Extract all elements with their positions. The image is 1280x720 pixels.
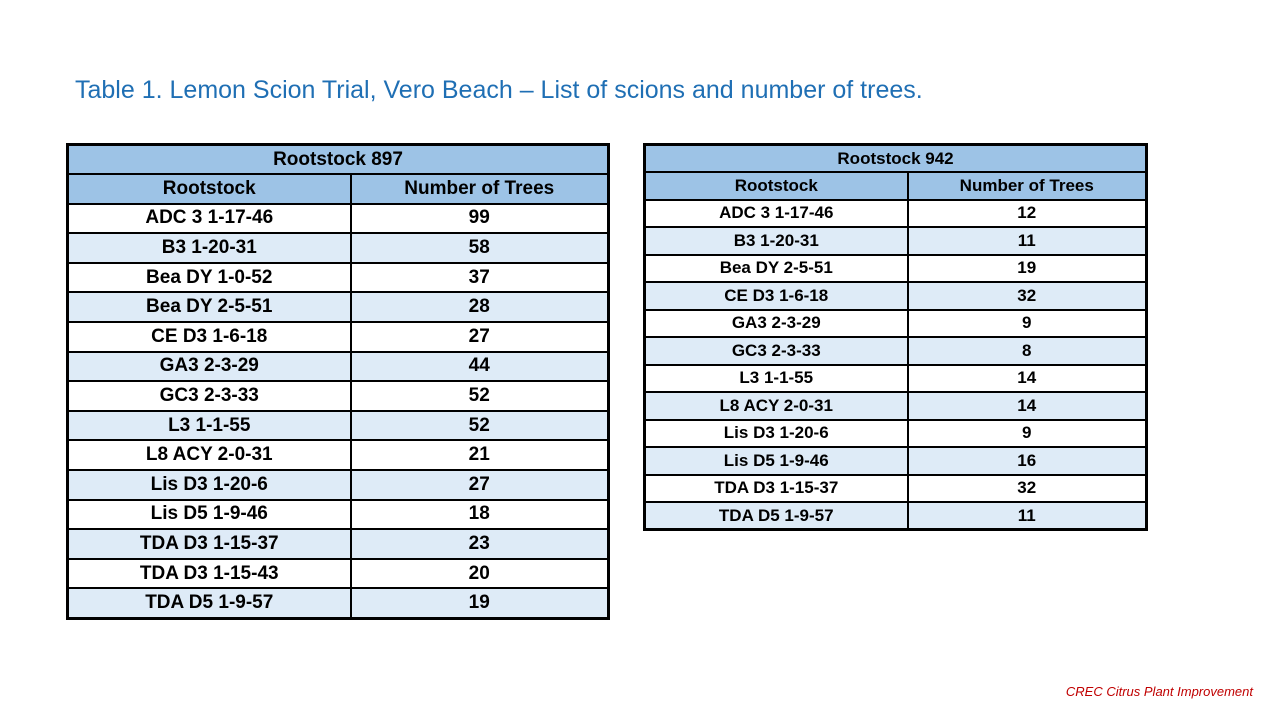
tree-count-cell: 11 xyxy=(906,501,1148,531)
rootstock-cell: TDA D3 1-15-37 xyxy=(643,473,909,503)
rootstock-942-table: Rootstock 942 Rootstock Number of Trees … xyxy=(643,143,1149,531)
rootstock-cell: ADC 3 1-17-46 xyxy=(643,198,909,228)
tree-count-cell: 37 xyxy=(349,261,610,294)
tree-count-cell: 52 xyxy=(349,409,610,442)
table-row: L3 1-1-55 52 xyxy=(66,409,610,442)
table-row: L8 ACY 2-0-31 14 xyxy=(643,391,1148,421)
table-body: ADC 3 1-17-46 99 B3 1-20-31 58 Bea DY 1-0-52… xyxy=(66,202,610,619)
tree-count-cell: 14 xyxy=(906,391,1148,421)
tree-count-cell: 23 xyxy=(349,528,610,560)
slide-title: Table 1. Lemon Scion Trial, Vero Beach –… xyxy=(75,76,923,104)
rootstock-cell: GA3 2-3-29 xyxy=(643,308,909,338)
tree-count-cell: 18 xyxy=(349,498,610,531)
tree-count-cell: 32 xyxy=(906,473,1148,503)
tree-count-cell: 27 xyxy=(349,321,610,353)
table-row: TDA D3 1-15-37 23 xyxy=(66,528,610,560)
rootstock-897-table: Rootstock 897 Rootstock Number of Trees … xyxy=(66,143,610,620)
tree-count-cell: 19 xyxy=(349,587,610,619)
table-row: CE D3 1-6-18 32 xyxy=(643,281,1148,311)
table-row: Bea DY 1-0-52 37 xyxy=(66,261,610,294)
tree-count-cell: 16 xyxy=(906,446,1148,476)
table-row: L3 1-1-55 14 xyxy=(643,363,1148,393)
tree-count-cell: 99 xyxy=(349,202,610,235)
column-header-rootstock: Rootstock xyxy=(643,171,909,201)
rootstock-cell: L8 ACY 2-0-31 xyxy=(66,439,352,472)
table-row: Bea DY 2-5-51 19 xyxy=(643,253,1148,283)
rootstock-cell: TDA D3 1-15-37 xyxy=(66,528,352,560)
table-row: GC3 2-3-33 8 xyxy=(643,336,1148,366)
table-row: Bea DY 2-5-51 28 xyxy=(66,291,610,324)
table-row: GA3 2-3-29 9 xyxy=(643,308,1148,338)
column-header-number-of-trees: Number of Trees xyxy=(906,171,1148,201)
tree-count-cell: 52 xyxy=(349,380,610,412)
tree-count-cell: 9 xyxy=(906,418,1148,448)
rootstock-cell: Bea DY 2-5-51 xyxy=(643,253,909,283)
rootstock-cell: Lis D3 1-20-6 xyxy=(643,418,909,448)
table-row: TDA D3 1-15-37 32 xyxy=(643,473,1148,503)
rootstock-cell: Lis D3 1-20-6 xyxy=(66,469,352,501)
tree-count-cell: 27 xyxy=(349,469,610,501)
rootstock-cell: L3 1-1-55 xyxy=(643,363,909,393)
table-row: TDA D5 1-9-57 11 xyxy=(643,501,1148,531)
rootstock-cell: GC3 2-3-33 xyxy=(643,336,909,366)
rootstock-cell: TDA D5 1-9-57 xyxy=(66,587,352,619)
table-row: CE D3 1-6-18 27 xyxy=(66,321,610,353)
rootstock-cell: B3 1-20-31 xyxy=(66,232,352,264)
tree-count-cell: 28 xyxy=(349,291,610,324)
tree-count-cell: 44 xyxy=(349,350,610,383)
rootstock-cell: Bea DY 1-0-52 xyxy=(66,261,352,294)
rootstock-cell: L8 ACY 2-0-31 xyxy=(643,391,909,421)
rootstock-cell: GA3 2-3-29 xyxy=(66,350,352,383)
table-row: L8 ACY 2-0-31 21 xyxy=(66,439,610,472)
rootstock-cell: TDA D3 1-15-43 xyxy=(66,557,352,590)
rootstock-cell: GC3 2-3-33 xyxy=(66,380,352,412)
table-row: ADC 3 1-17-46 99 xyxy=(66,202,610,235)
column-header-rootstock: Rootstock xyxy=(66,173,352,205)
table-row: Lis D3 1-20-6 27 xyxy=(66,469,610,501)
column-header-number-of-trees: Number of Trees xyxy=(349,173,610,205)
table-row: TDA D5 1-9-57 19 xyxy=(66,587,610,619)
rootstock-cell: B3 1-20-31 xyxy=(643,226,909,256)
table-row: B3 1-20-31 11 xyxy=(643,226,1148,256)
rootstock-cell: Lis D5 1-9-46 xyxy=(643,446,909,476)
table-row: Lis D5 1-9-46 18 xyxy=(66,498,610,531)
tree-count-cell: 9 xyxy=(906,308,1148,338)
table-caption: Rootstock 897 xyxy=(66,143,610,176)
rootstock-cell: CE D3 1-6-18 xyxy=(66,321,352,353)
tree-count-cell: 11 xyxy=(906,226,1148,256)
tree-count-cell: 12 xyxy=(906,198,1148,228)
footer-credit: CREC Citrus Plant Improvement xyxy=(1065,684,1253,699)
tree-count-cell: 21 xyxy=(349,439,610,472)
table-row: ADC 3 1-17-46 12 xyxy=(643,198,1148,228)
tree-count-cell: 20 xyxy=(349,557,610,590)
rootstock-cell: CE D3 1-6-18 xyxy=(643,281,909,311)
table-row: Lis D3 1-20-6 9 xyxy=(643,418,1148,448)
rootstock-cell: TDA D5 1-9-57 xyxy=(643,501,909,531)
rootstock-cell: Lis D5 1-9-46 xyxy=(66,498,352,531)
tree-count-cell: 58 xyxy=(349,232,610,264)
table-row: B3 1-20-31 58 xyxy=(66,232,610,264)
table-row: GC3 2-3-33 52 xyxy=(66,380,610,412)
rootstock-cell: L3 1-1-55 xyxy=(66,409,352,442)
table-row: Lis D5 1-9-46 16 xyxy=(643,446,1148,476)
table-caption: Rootstock 942 xyxy=(643,143,1148,173)
tree-count-cell: 14 xyxy=(906,363,1148,393)
table-row: TDA D3 1-15-43 20 xyxy=(66,557,610,590)
rootstock-cell: ADC 3 1-17-46 xyxy=(66,202,352,235)
tree-count-cell: 19 xyxy=(906,253,1148,283)
table-body: ADC 3 1-17-46 12 B3 1-20-31 11 Bea DY 2-5-51… xyxy=(643,198,1148,531)
table-row: GA3 2-3-29 44 xyxy=(66,350,610,383)
rootstock-cell: Bea DY 2-5-51 xyxy=(66,291,352,324)
tree-count-cell: 32 xyxy=(906,281,1148,311)
tree-count-cell: 8 xyxy=(906,336,1148,366)
